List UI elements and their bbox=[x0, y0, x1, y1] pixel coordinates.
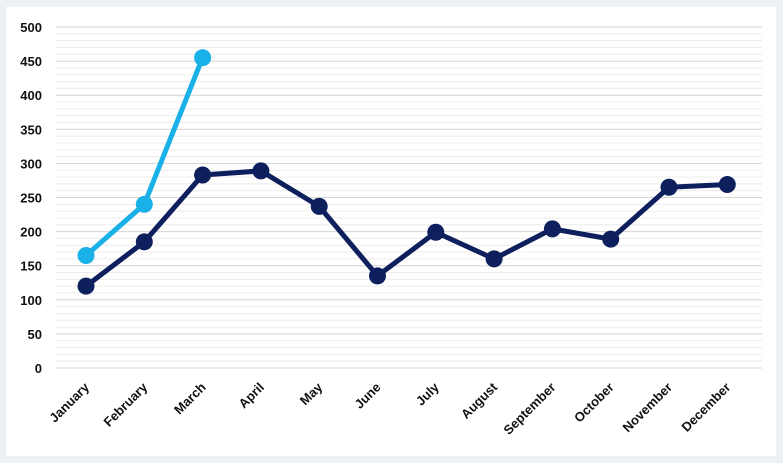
series-1-point bbox=[660, 178, 678, 196]
series-1-point bbox=[252, 162, 270, 180]
series-1-point bbox=[602, 230, 620, 248]
x-tick-label: October bbox=[571, 380, 617, 426]
series-1-point bbox=[543, 220, 561, 238]
series-1-point bbox=[427, 223, 445, 241]
line-chart: 0 50 100 150 200 250 300 350 400 450 500 January Fe… bbox=[20, 20, 762, 438]
y-tick-label: 100 bbox=[20, 293, 42, 308]
x-tick-label: March bbox=[171, 379, 209, 417]
x-tick-label: January bbox=[46, 379, 92, 425]
series-2-point bbox=[77, 246, 95, 264]
x-tick-label: June bbox=[352, 380, 384, 412]
x-tick-label: December bbox=[678, 380, 733, 435]
gridlines bbox=[56, 26, 762, 369]
y-tick-label: 350 bbox=[20, 122, 42, 137]
x-tick-label: May bbox=[297, 379, 326, 408]
series-1-point bbox=[718, 176, 736, 194]
series-2-point bbox=[194, 49, 212, 67]
series-2-point bbox=[135, 195, 153, 213]
series-1-point bbox=[194, 166, 212, 184]
y-tick-label: 250 bbox=[20, 191, 42, 206]
x-tick-label: February bbox=[100, 379, 150, 429]
chart-card: 0 50 100 150 200 250 300 350 400 450 500 January Fe… bbox=[6, 7, 776, 456]
y-tick-label: 450 bbox=[20, 54, 42, 69]
x-tick-label: July bbox=[413, 379, 443, 409]
y-tick-label: 500 bbox=[20, 20, 42, 35]
y-tick-label: 50 bbox=[28, 327, 42, 342]
y-tick-label: 200 bbox=[20, 225, 42, 240]
series-lines bbox=[77, 49, 736, 295]
y-axis-tick-labels: 0 50 100 150 200 250 300 350 400 450 500 bbox=[20, 20, 42, 376]
series-1-point bbox=[485, 250, 503, 268]
y-tick-label: 150 bbox=[20, 259, 42, 274]
x-tick-label: April bbox=[235, 380, 267, 412]
y-tick-label: 0 bbox=[35, 361, 42, 376]
series-1-point bbox=[310, 197, 328, 215]
x-tick-label: November bbox=[620, 380, 676, 436]
series-1-point bbox=[135, 233, 153, 251]
x-axis-tick-labels: January February March April May June July Augu… bbox=[46, 379, 733, 438]
x-tick-label: August bbox=[458, 379, 501, 422]
y-tick-label: 400 bbox=[20, 88, 42, 103]
series-1-line bbox=[83, 168, 730, 289]
x-tick-label: September bbox=[500, 380, 558, 438]
series-1-point bbox=[77, 277, 95, 295]
y-tick-label: 300 bbox=[20, 156, 42, 171]
series-1-point bbox=[369, 267, 386, 285]
